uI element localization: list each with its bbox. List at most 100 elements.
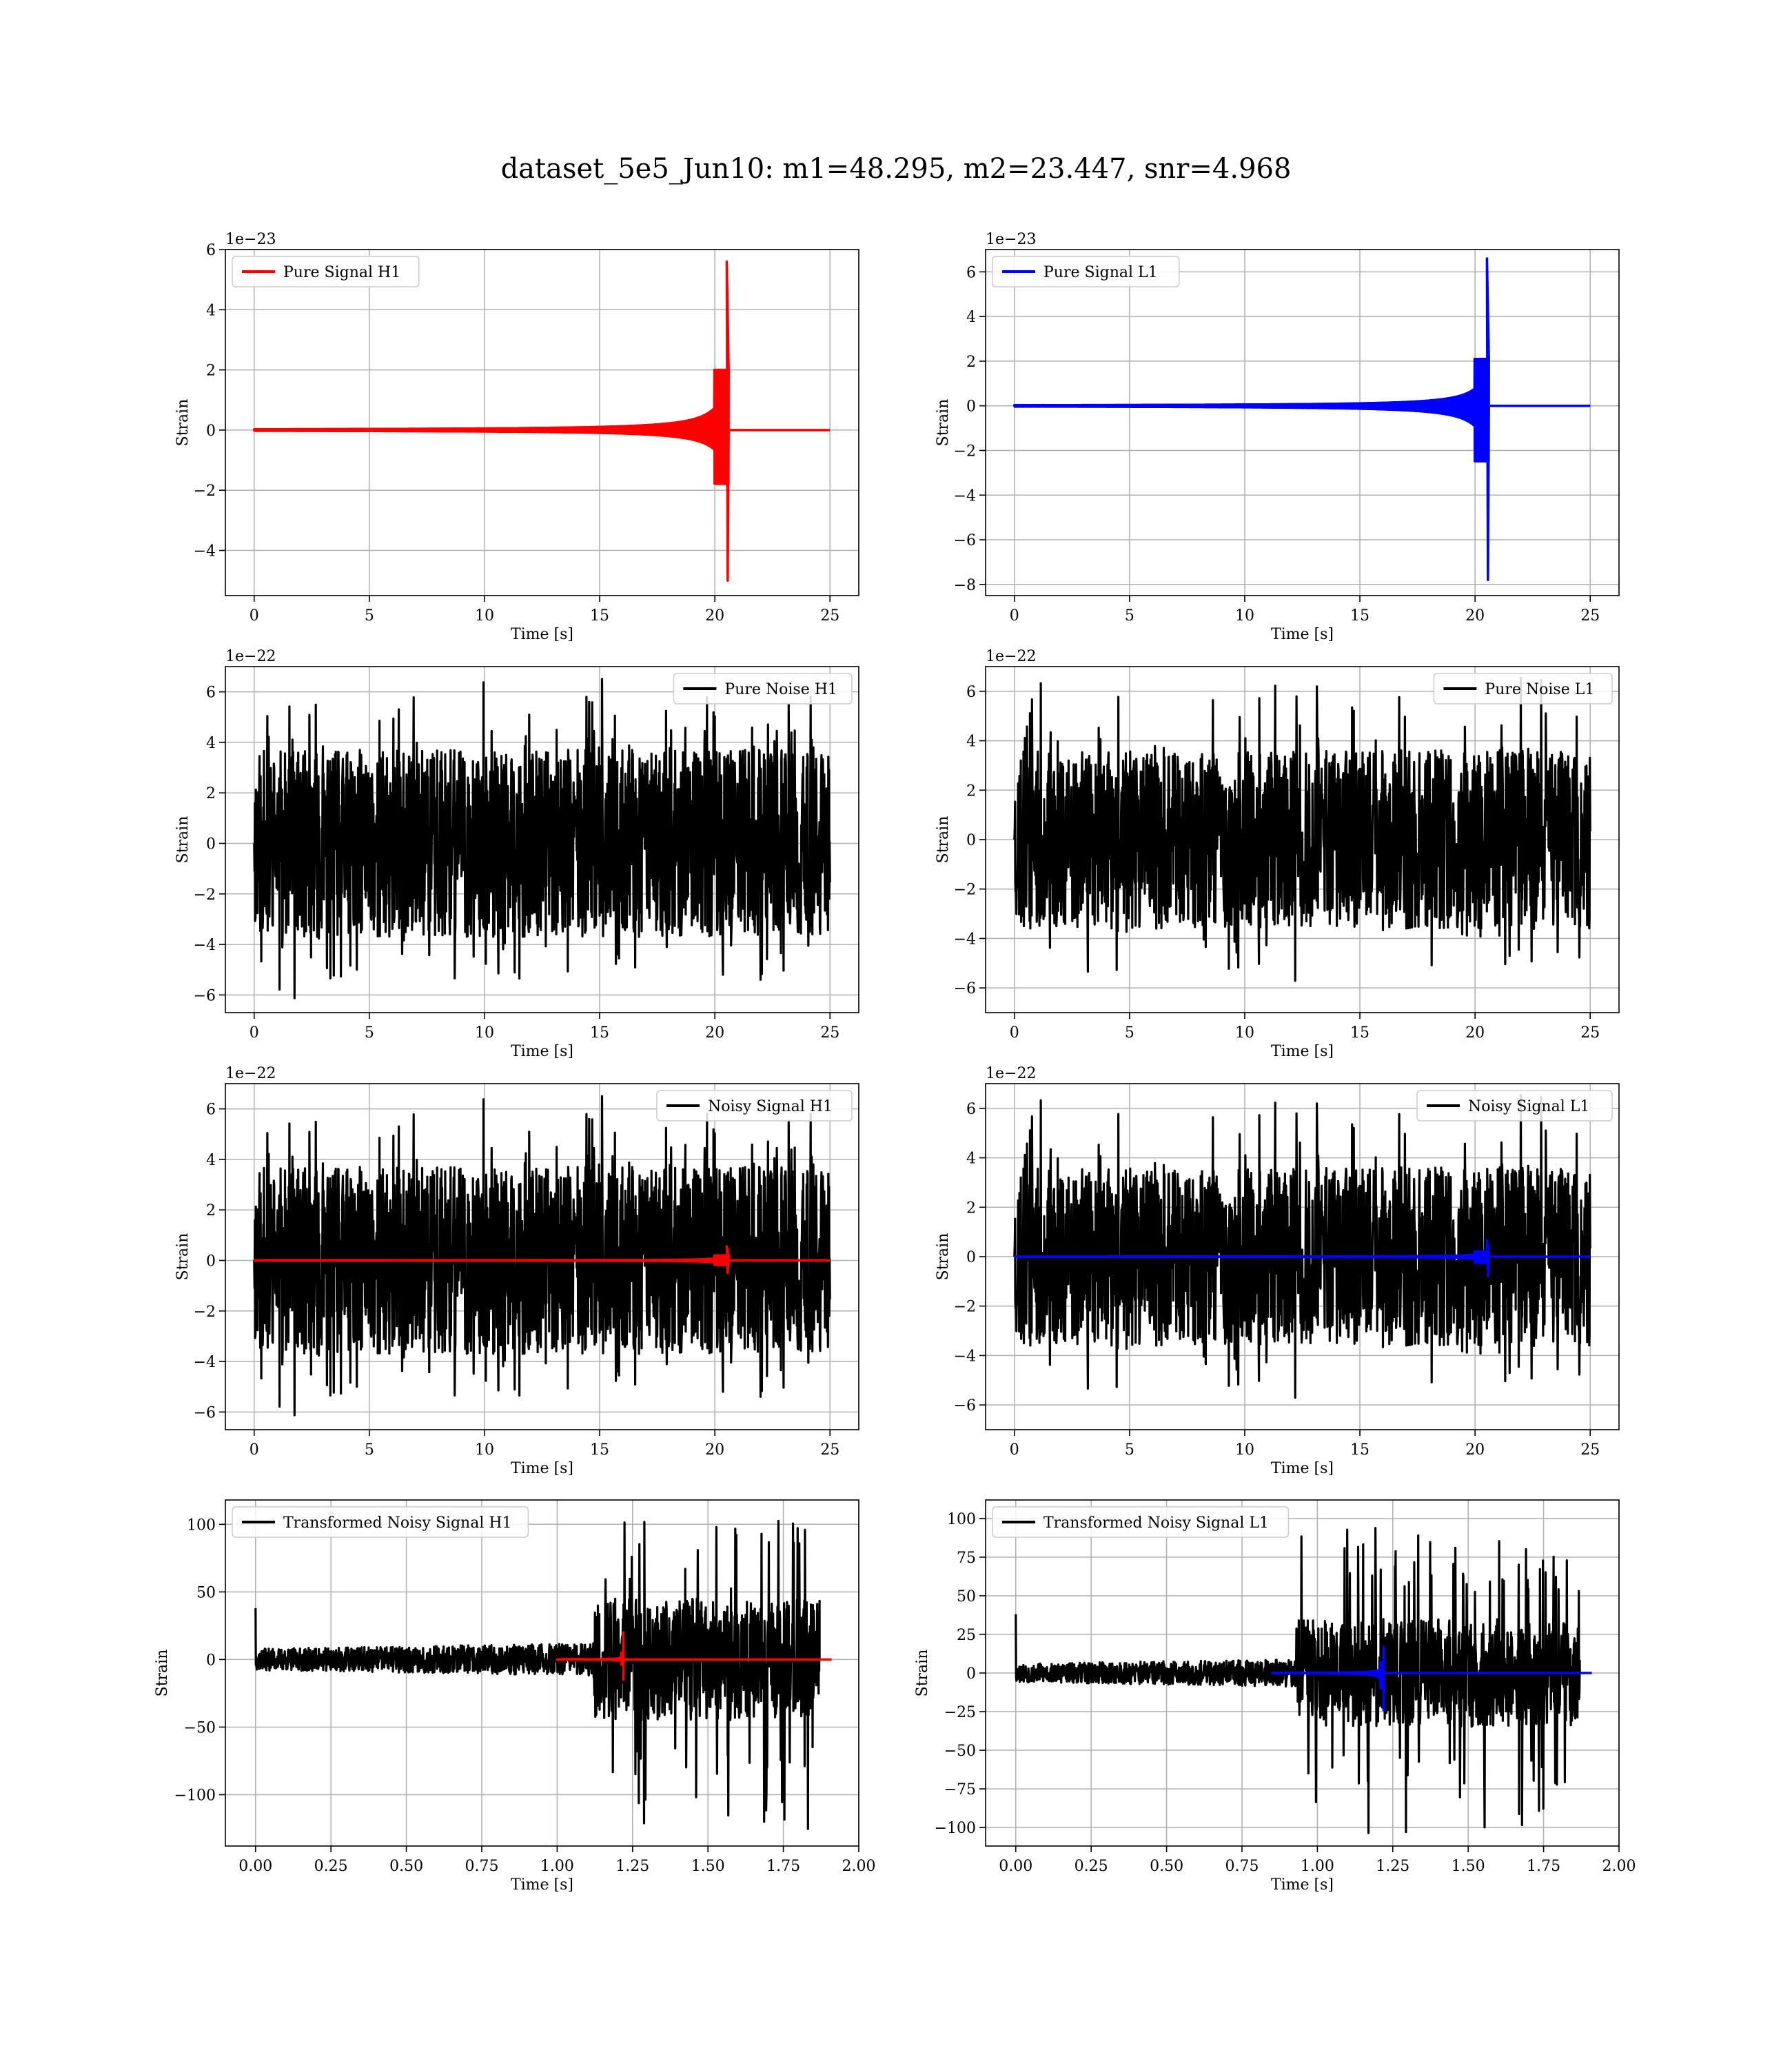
y-tick-label: −4 — [954, 1348, 976, 1365]
legend-label: Transformed Noisy Signal H1 — [283, 1514, 512, 1532]
y-tick-label: 2 — [206, 785, 216, 802]
x-tick-label: 15 — [1350, 1024, 1370, 1042]
y-tick-label: 0 — [206, 1253, 216, 1270]
y-tick-label: 2 — [206, 1202, 216, 1219]
x-tick-label: 5 — [1125, 1441, 1134, 1459]
x-tick-label: 1.25 — [615, 1858, 649, 1875]
y-tick-label: −50 — [944, 1743, 976, 1760]
x-tick-label: 5 — [365, 1441, 374, 1459]
x-axis-label: Time [s] — [1271, 1043, 1334, 1060]
y-tick-label: −100 — [174, 1787, 216, 1804]
y-tick-label: −4 — [194, 937, 216, 954]
legend-box — [232, 1506, 529, 1538]
y-tick-label: −2 — [194, 886, 216, 904]
y-tick-label: −4 — [954, 931, 976, 948]
x-tick-label: 1.75 — [766, 1858, 800, 1875]
x-tick-label: 15 — [1350, 1441, 1370, 1459]
x-tick-label: 0 — [1010, 1024, 1019, 1042]
offset-label: 1e−22 — [986, 648, 1036, 665]
x-tick-label: 1.00 — [540, 1858, 574, 1875]
legend: Noisy Signal H1 — [656, 1090, 853, 1122]
signal-line — [253, 260, 831, 582]
x-tick-label: 20 — [705, 1441, 724, 1459]
y-tick-label: 75 — [957, 1550, 976, 1567]
y-tick-label: 0 — [966, 1665, 976, 1683]
panel-transformed-l1: 0.00 0.25 0.50 0.75 1.00 1.25 1.50 1.75 2.00 −100… — [914, 1499, 1636, 1894]
y-tick-label: −6 — [194, 987, 216, 1004]
x-tick-label: 0 — [1010, 607, 1019, 625]
signal-line — [1270, 1645, 1592, 1712]
y-tick-label: 100 — [187, 1517, 216, 1534]
x-tick-label: 20 — [1465, 1441, 1485, 1459]
x-tick-label: 0 — [250, 607, 259, 625]
x-tick-label: 20 — [1465, 1024, 1485, 1042]
y-tick-label: 6 — [206, 685, 216, 702]
legend-box — [992, 1506, 1290, 1538]
legend: Pure Noise L1 — [1433, 673, 1613, 704]
legend-label: Pure Signal L1 — [1043, 264, 1158, 281]
y-tick-label: −2 — [954, 1299, 976, 1316]
x-tick-label: 10 — [475, 1024, 494, 1042]
y-tick-label: −6 — [954, 532, 976, 549]
x-tick-label: 15 — [590, 1024, 609, 1042]
y-axis-label: Strain — [935, 1233, 952, 1281]
offset-label: 1e−22 — [225, 1065, 276, 1082]
y-tick-label: 6 — [966, 684, 976, 701]
y-tick-label: 6 — [206, 1102, 216, 1119]
panel-transformed-h1: 0.00 0.25 0.50 0.75 1.00 1.25 1.50 1.75 2.00 −100… — [154, 1499, 875, 1894]
legend-label: Noisy Signal H1 — [708, 1098, 833, 1115]
y-tick-label: 4 — [966, 733, 976, 751]
y-tick-label: −2 — [194, 483, 216, 500]
x-tick-label: 25 — [820, 1024, 839, 1042]
axes-frame — [225, 666, 859, 1013]
y-tick-label: 0 — [966, 398, 976, 416]
panel-pure-noise-l1: 0 5 10 15 20 25 −6 −4 −2 0 2 4 6 1e−22 Time [s] Strain P… — [935, 648, 1620, 1060]
panel-noisy-signal-l1: 0 5 10 15 20 25 −6 −4 −2 0 2 4 6 1e−22 Time [s] Strain N… — [935, 1065, 1620, 1477]
panel-pure-signal-l1: 0 5 10 15 20 25 −8 −6 −4 −2 0 2 4 6 1e−23 Time [s] Strai… — [935, 231, 1620, 643]
x-axis-label: Time [s] — [511, 626, 573, 643]
y-tick-label: 4 — [206, 1152, 216, 1169]
legend: Transformed Noisy Signal L1 — [992, 1506, 1290, 1538]
y-axis-label: Strain — [154, 1650, 171, 1697]
x-tick-label: 0.00 — [238, 1858, 272, 1875]
legend-label: Pure Noise H1 — [724, 681, 837, 698]
y-tick-label: 25 — [957, 1627, 976, 1644]
x-tick-label: 20 — [1465, 607, 1485, 625]
x-tick-label: 1.00 — [1301, 1858, 1334, 1875]
legend: Noisy Signal L1 — [1416, 1090, 1613, 1122]
x-tick-label: 0.25 — [1075, 1858, 1108, 1875]
figure-title: dataset_5e5_Jun10: m1=48.295, m2=23.447,… — [500, 153, 1292, 185]
x-tick-label: 25 — [820, 1441, 839, 1459]
x-tick-label: 0.50 — [389, 1858, 423, 1875]
x-tick-label: 0.00 — [999, 1858, 1032, 1875]
x-axis-label: Time [s] — [1271, 1876, 1334, 1894]
y-tick-label: 0 — [206, 835, 216, 853]
y-tick-label: −2 — [194, 1304, 216, 1321]
legend-box — [992, 256, 1180, 287]
offset-label: 1e−23 — [225, 231, 276, 248]
y-tick-label: −8 — [954, 577, 976, 594]
y-tick-label: 4 — [966, 309, 976, 326]
x-tick-label: 1.25 — [1376, 1858, 1409, 1875]
x-tick-label: 25 — [1580, 1024, 1600, 1042]
x-tick-label: 5 — [1125, 607, 1134, 625]
y-tick-label: 0 — [206, 423, 216, 440]
y-tick-label: 100 — [947, 1511, 976, 1528]
y-axis-label: Strain — [914, 1650, 931, 1697]
noise-line — [253, 1095, 831, 1417]
x-tick-label: 10 — [475, 1441, 494, 1459]
x-axis-label: Time [s] — [511, 1460, 573, 1477]
y-tick-label: −2 — [954, 882, 976, 899]
noise-line — [253, 678, 831, 1000]
legend-label: Transformed Noisy Signal L1 — [1043, 1514, 1269, 1532]
y-tick-label: −50 — [184, 1719, 216, 1736]
legend-box — [232, 256, 420, 287]
y-tick-label: −4 — [194, 1354, 216, 1371]
x-tick-label: 1.75 — [1527, 1858, 1560, 1875]
y-tick-label: 2 — [966, 782, 976, 800]
x-tick-label: 1.50 — [691, 1858, 725, 1875]
y-tick-label: 2 — [206, 363, 216, 380]
noise-line — [254, 1519, 821, 1830]
axes-frame — [985, 249, 1620, 596]
